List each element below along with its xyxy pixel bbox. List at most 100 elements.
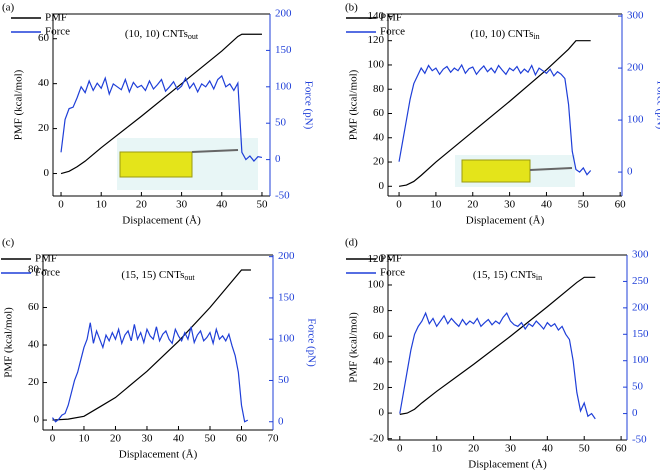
series-line [52, 269, 251, 421]
inset-b [455, 155, 575, 187]
x-tick-label: 70 [268, 433, 280, 445]
legend-label: PMF [380, 12, 402, 24]
x-tick-label: 20 [110, 433, 122, 445]
y-tick-label: 0 [44, 167, 50, 179]
y-tick-label: 20 [28, 376, 40, 388]
y-tick-label: 20 [373, 156, 385, 168]
y-tick-label: 20 [373, 381, 385, 393]
legend-label: Force [35, 267, 60, 279]
y-tick-label: 100 [368, 279, 385, 291]
y-tick-label: 40 [28, 339, 40, 351]
y2-tick-label: -50 [275, 190, 290, 202]
polymer [529, 167, 573, 171]
annotation-text: (10, 10) CNTs [125, 28, 188, 40]
annotation-sub: in [536, 273, 542, 282]
inset-a [117, 138, 258, 190]
y2-tick-label: 50 [632, 381, 644, 393]
annotation: (15, 15) CNTsout [121, 269, 195, 282]
y2-tick-label: 300 [632, 249, 649, 261]
annotation: (15, 15) CNTsin [473, 269, 542, 282]
y-tick-label: 0 [379, 180, 385, 192]
y-tick-label: 80 [373, 304, 385, 316]
y2-tick-label: 100 [278, 333, 295, 345]
annotation-text: (10, 10) CNTs [470, 28, 533, 40]
legend-label: Force [45, 26, 70, 38]
annotation: (10, 10) CNTsin [470, 28, 539, 41]
x-tick-label: 0 [397, 443, 403, 455]
x-tick-label: 10 [430, 199, 442, 211]
legend-label: PMF [380, 253, 402, 265]
y-tick-label: 60 [28, 301, 40, 313]
y-tick-label: 60 [373, 330, 385, 342]
x-tick-label: 50 [204, 433, 216, 445]
y2-tick-label: 150 [278, 291, 295, 303]
y2-tick-label: 100 [275, 80, 292, 92]
y2-tick-label: 250 [632, 275, 649, 287]
x-tick-label: 10 [431, 443, 443, 455]
y2-tick-label: 200 [627, 62, 644, 74]
y2-tick-label: 300 [627, 10, 644, 22]
y-tick-label: 40 [38, 77, 50, 89]
y-axis-label: PMF (kcal/mol) [3, 307, 15, 378]
series-line [399, 276, 596, 415]
series-line [398, 63, 592, 176]
y2-tick-label: 50 [278, 374, 290, 386]
annotation-sub: in [533, 32, 539, 41]
x-tick-label: 40 [216, 199, 228, 211]
series-line [398, 40, 591, 187]
x-tick-label: 30 [505, 443, 517, 455]
y-tick-label: 120 [368, 34, 385, 46]
y-tick-label: 100 [368, 58, 385, 70]
y-tick-label: 80 [28, 264, 40, 276]
x-tick-label: 30 [176, 199, 188, 211]
y-tick-label: 60 [38, 32, 50, 44]
y-tick-label: 0 [379, 407, 385, 419]
y2-tick-label: 100 [632, 354, 649, 366]
x-tick-label: 20 [467, 199, 479, 211]
legend-label: PMF [45, 12, 67, 24]
panel-label: (a) [2, 2, 15, 14]
series-line [60, 33, 262, 175]
y2-tick-label: 200 [275, 8, 292, 20]
y2-tick-label: 150 [632, 328, 649, 340]
x-tick-label: 20 [468, 443, 480, 455]
y2-tick-label: 150 [275, 44, 292, 56]
y2-tick-label: 0 [278, 415, 284, 427]
y2-tick-label: 200 [632, 301, 649, 313]
y2-axis-label: Force (pN) [305, 318, 317, 367]
x-tick-label: 20 [136, 199, 148, 211]
annotation-sub: out [188, 32, 199, 41]
y2-tick-label: 200 [278, 250, 295, 262]
x-tick-label: 30 [504, 199, 516, 211]
x-tick-label: 0 [58, 199, 64, 211]
annotation-text: (15, 15) CNTs [473, 269, 536, 281]
x-axis-label: Displacement (Å) [119, 449, 198, 461]
annotation-sub: out [184, 273, 195, 282]
panel-label: (b) [345, 2, 358, 14]
y2-tick-label: 0 [627, 166, 633, 178]
legend-label: Force [380, 26, 405, 38]
y2-tick-label: 0 [632, 407, 638, 419]
legend-label: PMF [35, 253, 57, 265]
y2-tick-label: 0 [275, 153, 281, 165]
annotation: (10, 10) CNTsout [125, 28, 199, 41]
x-tick-label: 60 [236, 433, 248, 445]
x-tick-label: 60 [616, 443, 628, 455]
x-axis-label: Displacement (Å) [122, 215, 201, 227]
series-line [51, 322, 249, 423]
polymer [191, 149, 239, 153]
x-tick-label: 50 [256, 199, 268, 211]
series-line [60, 74, 263, 162]
nanotube [119, 151, 193, 178]
y-tick-label: 60 [373, 107, 385, 119]
x-tick-label: 40 [541, 199, 553, 211]
y-axis-label: PMF (kcal/mol) [348, 312, 360, 383]
y-tick-label: 80 [373, 83, 385, 95]
x-tick-label: 50 [579, 443, 591, 455]
x-tick-label: 50 [578, 199, 590, 211]
panel-label: (c) [2, 237, 15, 249]
y-axis-label: PMF (kcal/mol) [348, 69, 360, 140]
y-tick-label: 140 [368, 10, 385, 22]
x-tick-label: 30 [141, 433, 153, 445]
